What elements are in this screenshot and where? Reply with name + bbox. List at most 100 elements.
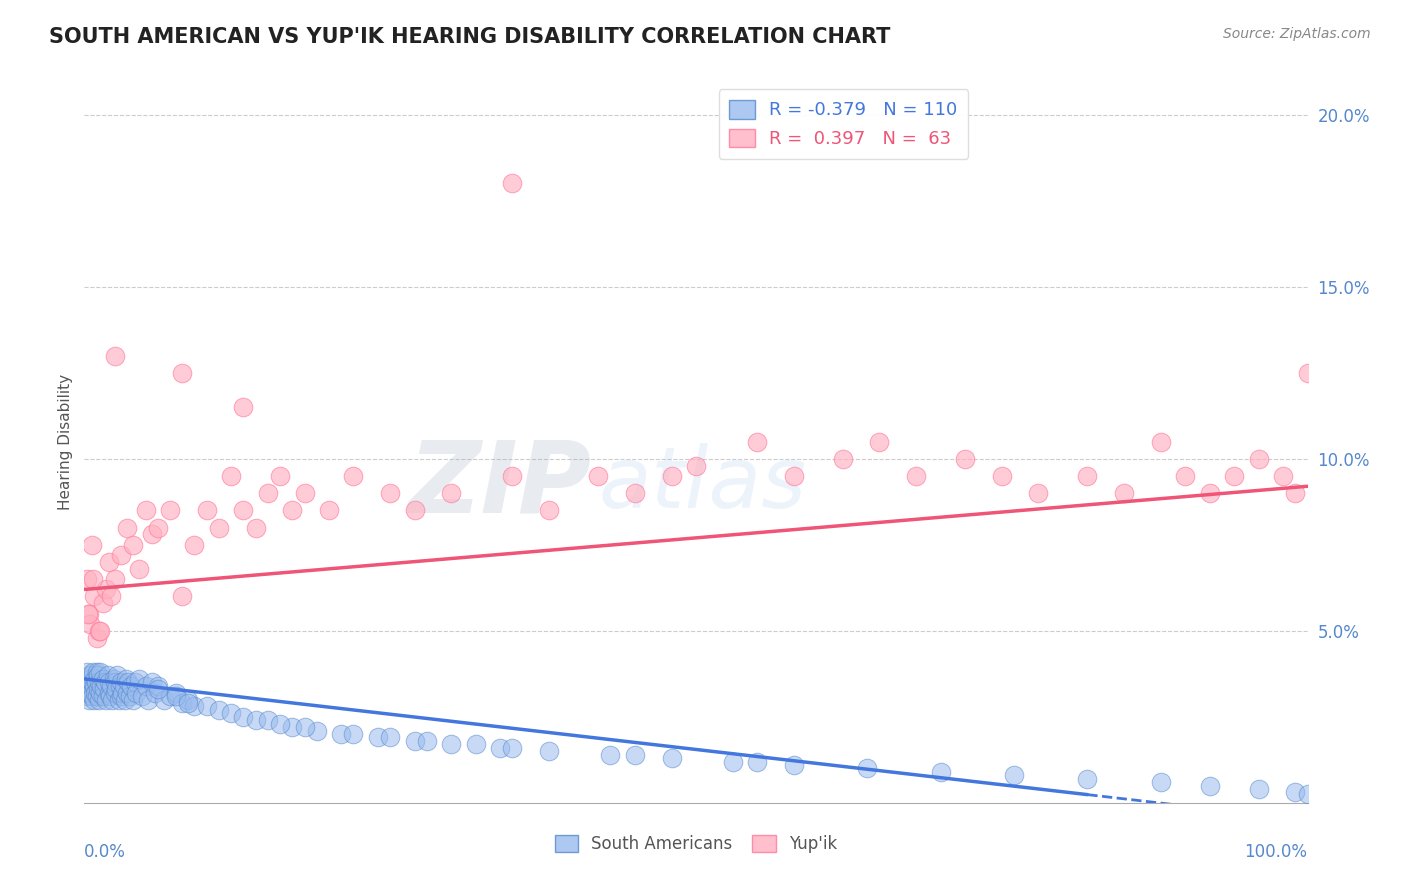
Point [1076, 469, 1098, 483]
Point [404, 734, 426, 748]
Point [77, 672, 100, 686]
Text: atlas: atlas [598, 443, 806, 526]
Point [100, 679, 122, 693]
Point [125, 686, 148, 700]
Point [172, 696, 194, 710]
Point [195, 699, 218, 714]
Point [128, 672, 150, 686]
Point [122, 692, 145, 706]
Point [77, 607, 100, 621]
Point [83, 672, 105, 686]
Point [89, 665, 111, 679]
Legend: South Americans, Yup'ik: South Americans, Yup'ik [548, 828, 844, 860]
Point [1002, 768, 1025, 782]
Point [183, 538, 205, 552]
Point [100, 590, 122, 604]
Point [1198, 486, 1220, 500]
Point [232, 400, 254, 414]
Point [929, 764, 952, 779]
Point [87, 668, 110, 682]
Point [1296, 787, 1319, 801]
Point [110, 689, 132, 703]
Point [79, 668, 101, 682]
Point [208, 703, 231, 717]
Point [856, 761, 879, 775]
Point [146, 520, 169, 534]
Point [330, 727, 353, 741]
Point [96, 582, 118, 597]
Point [122, 538, 145, 552]
Point [869, 434, 891, 449]
Y-axis label: Hearing Disability: Hearing Disability [58, 374, 73, 509]
Point [783, 758, 806, 772]
Point [80, 686, 103, 700]
Point [661, 751, 683, 765]
Point [586, 469, 609, 483]
Point [146, 679, 169, 693]
Point [135, 503, 157, 517]
Point [1247, 451, 1270, 466]
Point [115, 672, 138, 686]
Point [103, 672, 125, 686]
Point [112, 679, 135, 693]
Point [661, 469, 683, 483]
Point [159, 503, 181, 517]
Point [75, 675, 97, 690]
Point [538, 744, 561, 758]
Point [342, 469, 364, 483]
Point [1076, 772, 1098, 786]
Point [98, 689, 121, 703]
Point [502, 177, 524, 191]
Point [89, 686, 111, 700]
Point [1223, 469, 1246, 483]
Point [96, 692, 118, 706]
Point [82, 572, 104, 586]
Point [90, 679, 112, 693]
Point [104, 686, 127, 700]
Point [76, 572, 98, 586]
Point [245, 520, 267, 534]
Point [783, 469, 806, 483]
Point [294, 720, 316, 734]
Point [281, 503, 304, 517]
Point [342, 727, 364, 741]
Point [77, 679, 100, 693]
Point [1296, 366, 1319, 380]
Point [120, 679, 142, 693]
Point [599, 747, 621, 762]
Point [79, 616, 101, 631]
Point [219, 469, 242, 483]
Point [107, 692, 129, 706]
Point [1272, 469, 1295, 483]
Point [1174, 469, 1197, 483]
Point [104, 349, 127, 363]
Point [318, 503, 340, 517]
Point [86, 665, 108, 679]
Text: 100.0%: 100.0% [1244, 843, 1308, 861]
Point [685, 458, 707, 473]
Point [84, 675, 107, 690]
Point [97, 675, 120, 690]
Point [747, 434, 769, 449]
Point [165, 686, 187, 700]
Point [97, 686, 120, 700]
Point [440, 737, 463, 751]
Point [1284, 785, 1306, 799]
Point [94, 675, 117, 690]
Point [721, 755, 744, 769]
Point [416, 734, 439, 748]
Point [84, 686, 107, 700]
Point [502, 740, 524, 755]
Point [953, 451, 976, 466]
Point [1284, 486, 1306, 500]
Point [93, 682, 115, 697]
Point [172, 366, 194, 380]
Point [1198, 779, 1220, 793]
Point [105, 668, 128, 682]
Point [87, 692, 110, 706]
Point [86, 689, 108, 703]
Point [82, 665, 104, 679]
Point [104, 572, 127, 586]
Point [91, 689, 114, 703]
Point [87, 682, 110, 697]
